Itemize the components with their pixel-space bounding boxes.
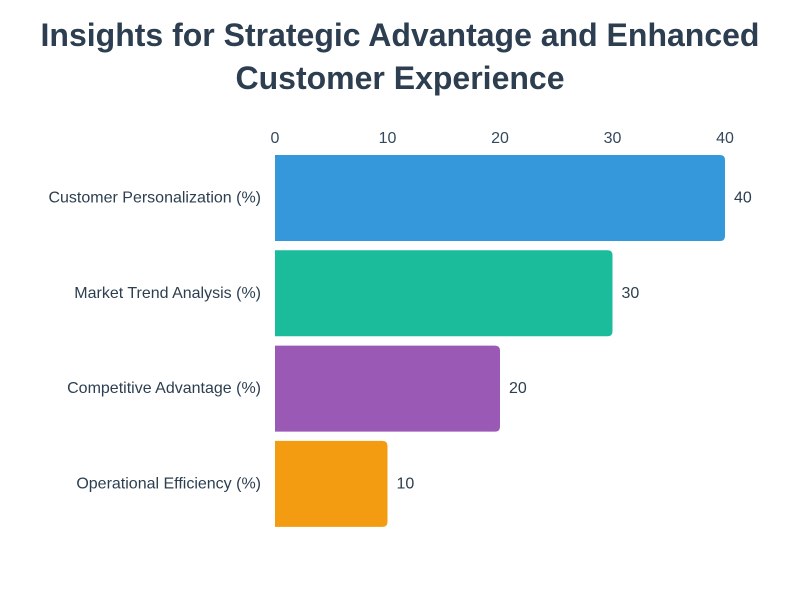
bars [275,155,725,527]
data-label: 30 [622,285,640,302]
bar [275,155,725,241]
category-label: Market Trend Analysis (%) [74,285,261,302]
data-label: 20 [509,380,527,397]
x-tick-label: 20 [491,130,509,147]
chart-title: Insights for Strategic Advantage and Enh… [40,17,760,96]
data-label: 40 [734,190,752,207]
x-axis: 0 10 20 30 40 [271,130,734,147]
category-label: Operational Efficiency (%) [76,475,261,492]
category-label: Customer Personalization (%) [48,190,261,207]
category-label: Competitive Advantage (%) [67,380,261,397]
x-tick-label: 30 [604,130,622,147]
x-tick-label: 0 [271,130,280,147]
category-labels: Customer Personalization (%) Market Trend… [48,190,261,493]
x-tick-label: 10 [379,130,397,147]
bar [275,345,500,432]
data-label: 10 [397,475,415,492]
x-tick-label: 40 [716,130,734,147]
data-labels: 40 30 20 10 [397,190,752,493]
bar [275,440,388,527]
bar [275,250,613,337]
